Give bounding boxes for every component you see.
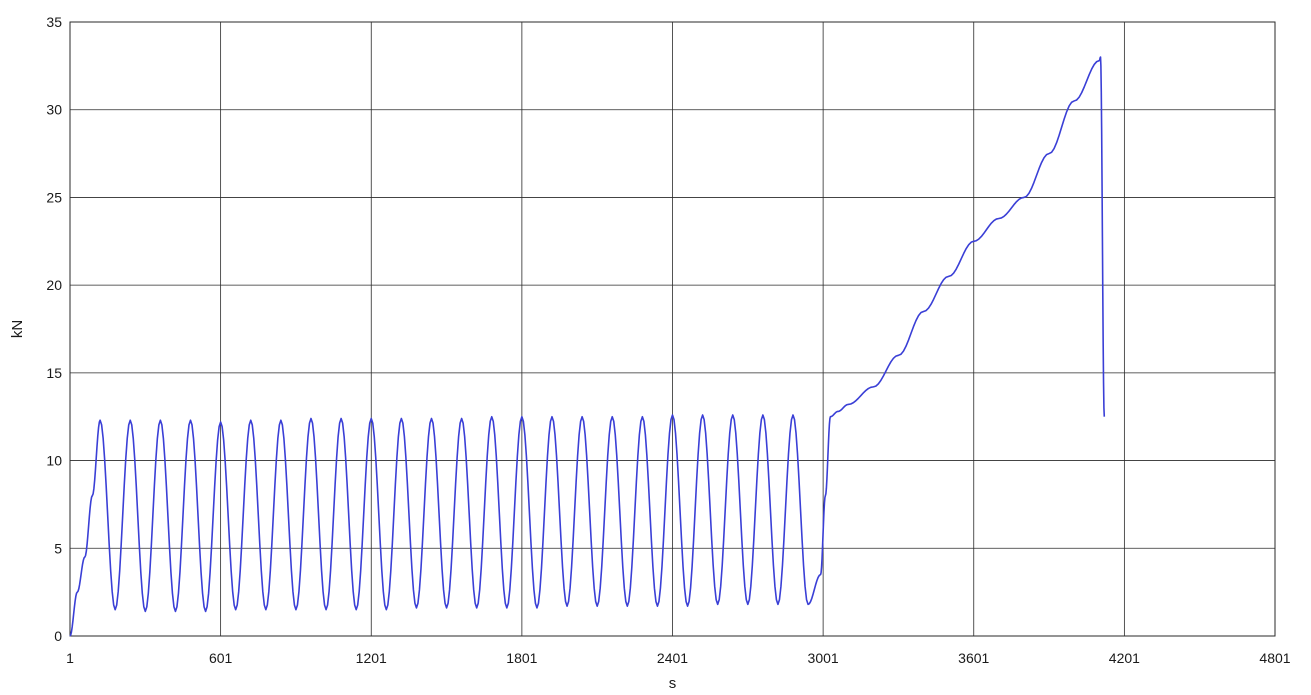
y-tick-label: 30 bbox=[46, 102, 62, 118]
y-tick-label: 25 bbox=[46, 189, 62, 205]
series-line bbox=[69, 56, 1106, 637]
x-tick-label: 1 bbox=[66, 650, 74, 666]
x-tick-label: 3601 bbox=[958, 650, 989, 666]
x-tick-label: 1201 bbox=[356, 650, 387, 666]
y-tick-label: 5 bbox=[54, 540, 62, 556]
y-tick-label: 0 bbox=[54, 628, 62, 644]
plot-area-frame bbox=[69, 21, 1276, 637]
y-tick-labels: 0 5 10 15 20 25 30 35 bbox=[46, 14, 62, 644]
y-tick-label: 10 bbox=[46, 453, 62, 469]
y-tick-label: 15 bbox=[46, 365, 62, 381]
x-tick-labels: 1 601 1201 1801 2401 3001 3601 4201 4801 bbox=[66, 650, 1291, 666]
x-tick-label: 1801 bbox=[506, 650, 537, 666]
x-tick-label: 4201 bbox=[1109, 650, 1140, 666]
y-axis-title: kN bbox=[9, 320, 26, 338]
y-tick-label: 35 bbox=[46, 14, 62, 30]
x-tick-label: 2401 bbox=[657, 650, 688, 666]
grid-lines bbox=[69, 21, 1276, 637]
x-tick-label: 601 bbox=[209, 650, 233, 666]
x-tick-label: 4801 bbox=[1259, 650, 1290, 666]
x-axis-title: s bbox=[669, 675, 677, 692]
series-layer bbox=[69, 56, 1106, 637]
y-tick-label: 20 bbox=[46, 277, 62, 293]
x-tick-label: 3001 bbox=[808, 650, 839, 666]
